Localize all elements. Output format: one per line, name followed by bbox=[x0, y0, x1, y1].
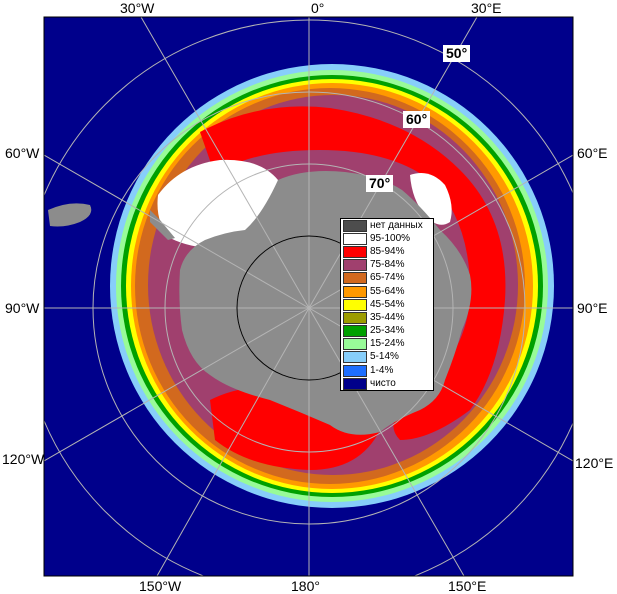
concentration-legend: нет данных 95-100% 85-94% 75-84% 65-74% 55-64… bbox=[340, 218, 434, 392]
legend-label: 95-100% bbox=[370, 232, 411, 244]
legend-swatch bbox=[343, 259, 367, 272]
lon-label-120w: 120°W bbox=[2, 451, 45, 467]
legend-item: 25-34% bbox=[341, 325, 433, 338]
legend-swatch bbox=[343, 338, 367, 351]
legend-item: 85-94% bbox=[341, 245, 433, 258]
legend-label: 55-64% bbox=[370, 285, 405, 297]
legend-label: 65-74% bbox=[370, 272, 405, 284]
legend-swatch bbox=[343, 219, 367, 232]
antarctic-peninsula bbox=[150, 210, 175, 240]
legend-swatch bbox=[343, 364, 367, 377]
legend-item: 1-4% bbox=[341, 364, 433, 377]
lat-label-70: 70° bbox=[366, 175, 394, 192]
south-america-land bbox=[48, 203, 92, 227]
legend-swatch bbox=[343, 285, 367, 298]
lat-label-50: 50° bbox=[443, 45, 471, 62]
legend-label: чисто bbox=[370, 377, 396, 389]
map-frame bbox=[43, 16, 574, 577]
lon-label-90e: 90°E bbox=[577, 300, 608, 316]
lon-label-30e-top: 30°E bbox=[471, 0, 502, 16]
ice-95-100-weddell bbox=[157, 159, 278, 248]
legend-swatch bbox=[343, 232, 367, 245]
legend-item: 35-44% bbox=[341, 311, 433, 324]
legend-swatch bbox=[343, 351, 367, 364]
lon-label-120e: 120°E bbox=[575, 455, 614, 471]
legend-label: 75-84% bbox=[370, 259, 405, 271]
legend-label: 45-54% bbox=[370, 298, 405, 310]
legend-swatch bbox=[343, 272, 367, 285]
lon-label-60e: 60°E bbox=[577, 145, 608, 161]
lon-label-30w-top: 30°W bbox=[120, 0, 155, 16]
legend-item: 55-64% bbox=[341, 285, 433, 298]
legend-item: нет данных bbox=[341, 219, 433, 232]
legend-label: 15-24% bbox=[370, 338, 405, 350]
legend-label: 25-34% bbox=[370, 325, 405, 337]
legend-label: 85-94% bbox=[370, 245, 405, 257]
graticule bbox=[44, 17, 573, 576]
legend-label: 1-4% bbox=[370, 364, 394, 376]
lon-label-0-top: 0° bbox=[311, 0, 325, 16]
legend-swatch bbox=[343, 298, 367, 311]
legend-item: 5-14% bbox=[341, 351, 433, 364]
legend-item: 75-84% bbox=[341, 259, 433, 272]
legend-item: 45-54% bbox=[341, 298, 433, 311]
lon-label-180-bottom: 180° bbox=[291, 578, 320, 594]
lon-label-150e-bottom: 150°E bbox=[448, 578, 487, 594]
legend-swatch bbox=[343, 377, 367, 390]
lon-label-150w-bottom: 150°W bbox=[139, 578, 182, 594]
legend-swatch bbox=[343, 325, 367, 338]
legend-label: 5-14% bbox=[370, 351, 399, 363]
legend-item: 65-74% bbox=[341, 272, 433, 285]
lon-label-60w: 60°W bbox=[5, 145, 40, 161]
legend-swatch bbox=[343, 245, 367, 258]
ice-95-100-east bbox=[410, 172, 452, 225]
lon-label-90w: 90°W bbox=[5, 300, 40, 316]
legend-item: чисто bbox=[341, 377, 433, 390]
legend-swatch bbox=[343, 311, 367, 324]
legend-label: 35-44% bbox=[370, 311, 405, 323]
legend-item: 95-100% bbox=[341, 232, 433, 245]
lat-label-60: 60° bbox=[403, 111, 431, 128]
legend-label: нет данных bbox=[370, 219, 423, 231]
ice-band-85-94-east bbox=[200, 106, 506, 441]
legend-item: 15-24% bbox=[341, 338, 433, 351]
